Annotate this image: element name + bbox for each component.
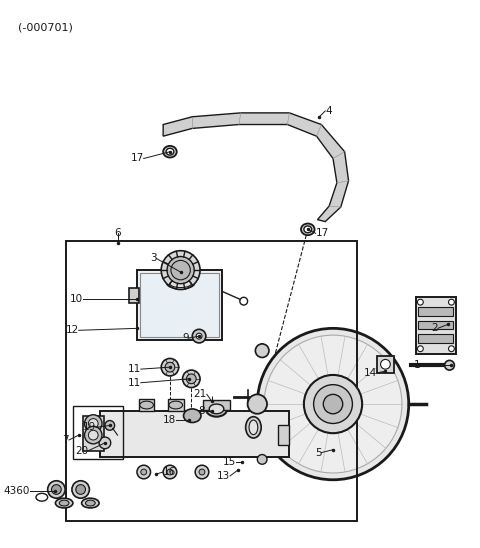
Circle shape [199, 469, 205, 475]
Circle shape [448, 346, 455, 352]
Circle shape [161, 358, 179, 376]
Ellipse shape [85, 500, 95, 506]
Circle shape [51, 484, 61, 494]
Polygon shape [163, 113, 348, 221]
Circle shape [99, 437, 111, 449]
Bar [140, 273, 219, 337]
Bar [416, 298, 456, 353]
Circle shape [418, 299, 423, 305]
Text: 5: 5 [315, 448, 322, 458]
Text: 20: 20 [75, 446, 88, 455]
Ellipse shape [170, 280, 192, 288]
Text: 8: 8 [198, 406, 205, 416]
Ellipse shape [55, 498, 73, 508]
Bar [203, 400, 230, 410]
Text: 13: 13 [217, 471, 230, 481]
Bar [419, 334, 454, 343]
Circle shape [165, 362, 175, 372]
Circle shape [264, 335, 402, 473]
Ellipse shape [82, 498, 99, 508]
Circle shape [418, 346, 423, 352]
Circle shape [444, 361, 455, 370]
Circle shape [257, 328, 409, 480]
Circle shape [257, 454, 267, 464]
Text: 18: 18 [163, 415, 176, 425]
Text: 1: 1 [414, 360, 420, 370]
Ellipse shape [166, 149, 174, 155]
Text: 3: 3 [150, 254, 156, 264]
Bar [278, 425, 289, 445]
Circle shape [324, 395, 343, 414]
Circle shape [88, 430, 98, 440]
Text: 17: 17 [315, 228, 329, 238]
Ellipse shape [140, 401, 154, 409]
Text: 10: 10 [70, 294, 83, 304]
Text: 21: 21 [193, 390, 207, 399]
Circle shape [313, 385, 352, 424]
Text: 2: 2 [431, 323, 438, 333]
Circle shape [161, 250, 200, 289]
Ellipse shape [209, 404, 224, 414]
Circle shape [196, 333, 202, 339]
Ellipse shape [206, 401, 227, 416]
Text: 16: 16 [163, 467, 177, 477]
Ellipse shape [304, 226, 312, 233]
Circle shape [304, 375, 362, 433]
Text: 12: 12 [65, 326, 79, 335]
Circle shape [195, 465, 209, 479]
Ellipse shape [183, 409, 201, 423]
Text: 4: 4 [325, 106, 332, 116]
Text: (-000701): (-000701) [18, 22, 72, 32]
Circle shape [76, 484, 85, 494]
Ellipse shape [163, 146, 177, 157]
Bar [73, 406, 123, 459]
Bar [377, 356, 394, 373]
Bar [66, 241, 357, 521]
Ellipse shape [167, 279, 194, 289]
Circle shape [255, 344, 269, 357]
Circle shape [141, 469, 147, 475]
Circle shape [167, 256, 194, 284]
Circle shape [48, 481, 65, 498]
Text: 7: 7 [62, 435, 69, 445]
Text: 6: 6 [114, 228, 121, 238]
Ellipse shape [60, 500, 69, 506]
Text: 15: 15 [223, 457, 236, 467]
Ellipse shape [249, 420, 258, 435]
Circle shape [167, 469, 173, 475]
Circle shape [192, 329, 206, 343]
Text: 11: 11 [128, 364, 141, 374]
Bar [137, 270, 222, 340]
Circle shape [240, 298, 248, 305]
Circle shape [105, 420, 115, 430]
Text: 9: 9 [183, 333, 190, 343]
Text: 19: 19 [83, 423, 96, 432]
Circle shape [182, 370, 200, 387]
Text: 14: 14 [363, 368, 377, 378]
Bar [129, 288, 139, 303]
Circle shape [163, 465, 177, 479]
Circle shape [88, 419, 98, 429]
Bar [139, 399, 155, 411]
Circle shape [186, 374, 196, 384]
Circle shape [171, 260, 191, 280]
Bar [100, 411, 289, 458]
Circle shape [137, 465, 151, 479]
Bar [168, 399, 183, 411]
Bar [83, 416, 104, 450]
Circle shape [84, 426, 102, 444]
Circle shape [248, 395, 267, 414]
Bar [419, 321, 454, 329]
Text: 4360: 4360 [4, 487, 30, 496]
Bar [419, 307, 454, 316]
Circle shape [448, 299, 455, 305]
Text: 11: 11 [128, 378, 141, 388]
Ellipse shape [246, 416, 261, 438]
Circle shape [381, 359, 390, 369]
Circle shape [72, 481, 89, 498]
Text: 17: 17 [131, 153, 144, 163]
Circle shape [84, 415, 102, 432]
Ellipse shape [169, 401, 182, 409]
Ellipse shape [301, 224, 314, 235]
